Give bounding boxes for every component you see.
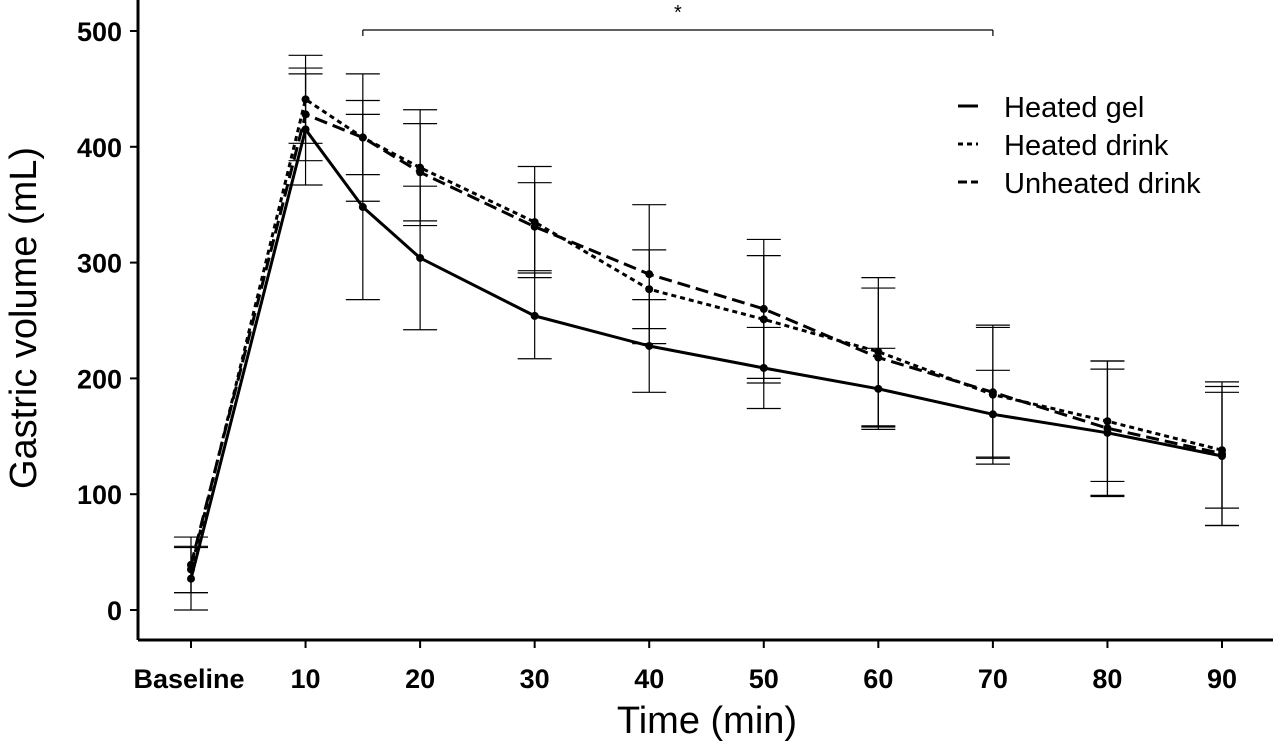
legend-label: Heated gel [1004, 92, 1144, 124]
axes [136, 0, 1273, 642]
legend-label: Unheated drink [1004, 168, 1201, 200]
series-layer [174, 54, 1239, 611]
y-tick-label: 300 [77, 249, 122, 279]
legend: Heated gel Heated drink Unheated drink [958, 92, 1201, 200]
data-point [1218, 449, 1226, 458]
y-tick-label: 0 [107, 596, 122, 626]
data-point [988, 388, 997, 397]
data-point [416, 168, 425, 177]
x-tick-label: 40 [634, 664, 664, 694]
x-tick-label: 20 [405, 664, 435, 694]
x-tick-label: 90 [1207, 664, 1237, 694]
significance-label: * [674, 2, 682, 24]
y-ticks: 0 100 200 300 400 500 [77, 17, 138, 626]
data-point [187, 560, 195, 569]
x-tick-label: 10 [291, 664, 321, 694]
y-tick-label: 500 [77, 17, 122, 47]
data-point [358, 203, 367, 212]
data-point [1103, 424, 1112, 433]
data-point [530, 222, 539, 231]
data-point [530, 311, 539, 320]
y-axis-title: Gastric volume (mL) [3, 147, 45, 489]
data-point [874, 353, 883, 362]
x-tick-label: Baseline [133, 664, 244, 694]
y-tick-label: 100 [77, 480, 122, 510]
legend-label: Heated drink [1004, 130, 1169, 162]
data-point [301, 110, 310, 119]
data-point [358, 133, 367, 142]
x-tick-label: 60 [863, 664, 893, 694]
data-point [416, 253, 425, 262]
data-point [759, 304, 768, 313]
x-tick-label: 50 [749, 664, 779, 694]
x-tick-label: 70 [978, 664, 1008, 694]
x-ticks: Baseline 10 20 30 40 50 60 70 80 90 [133, 640, 1237, 694]
y-tick-label: 200 [77, 364, 122, 394]
x-tick-label: 30 [520, 664, 550, 694]
series-unheated-drink [174, 67, 1239, 594]
y-tick-label: 400 [77, 133, 122, 163]
significance-bracket: * [362, 2, 994, 36]
data-point [645, 270, 654, 279]
series-heated-gel [174, 73, 1239, 611]
x-tick-label: 80 [1092, 664, 1122, 694]
x-axis-title: Time (min) [617, 700, 797, 742]
